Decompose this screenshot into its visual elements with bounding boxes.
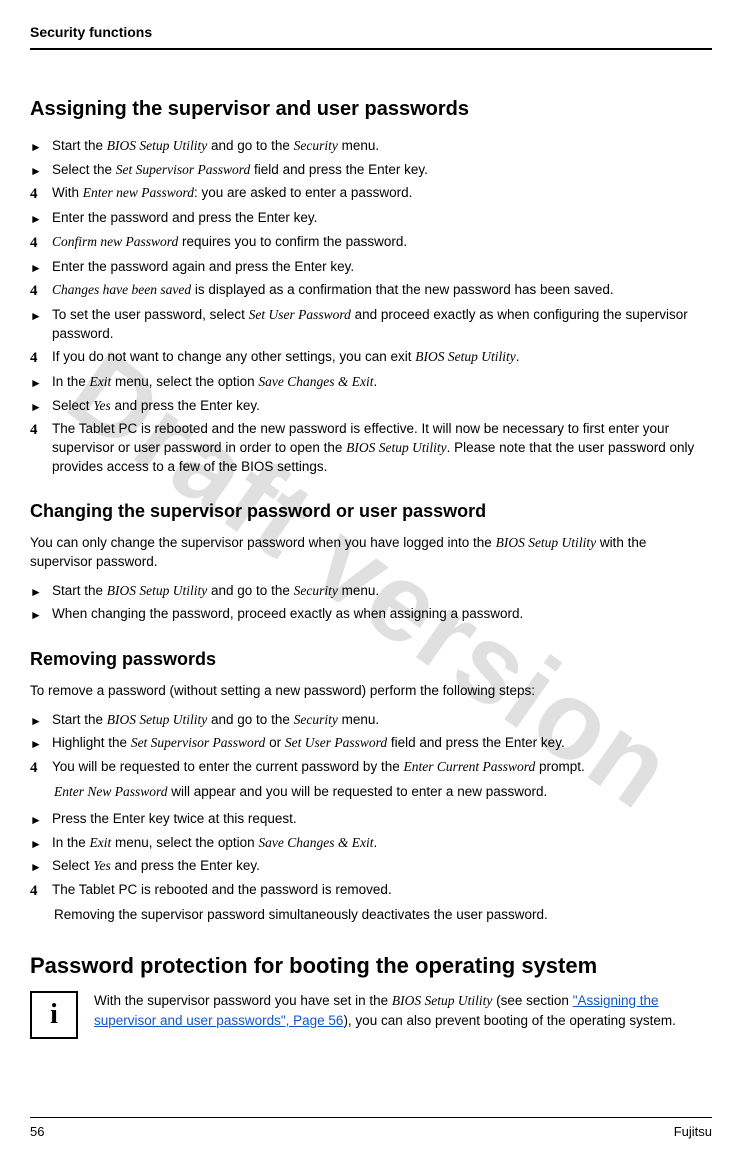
arrow-icon (30, 209, 52, 229)
page-footer: 56 Fujitsu (30, 1117, 712, 1139)
arrow-icon (30, 810, 52, 830)
result-icon (30, 184, 52, 205)
step-item: Start the BIOS Setup Utility and go to t… (30, 582, 712, 602)
page-number: 56 (30, 1124, 44, 1139)
step-text: Select the Set Supervisor Password field… (52, 161, 712, 180)
step-text: The Tablet PC is rebooted and the passwo… (52, 881, 712, 900)
info-box: i With the supervisor password you have … (30, 991, 712, 1039)
step-item: Changes have been saved is displayed as … (30, 281, 712, 302)
step-item: In the Exit menu, select the option Save… (30, 834, 712, 854)
step-item: If you do not want to change any other s… (30, 348, 712, 369)
result-icon (30, 233, 52, 254)
arrow-icon (30, 734, 52, 754)
result-icon (30, 281, 52, 302)
step-text: Select Yes and press the Enter key. (52, 397, 712, 416)
heading-boot-protection: Password protection for booting the oper… (30, 953, 712, 979)
steps-changing: Start the BIOS Setup Utility and go to t… (30, 582, 712, 625)
info-text: With the supervisor password you have se… (94, 991, 712, 1032)
arrow-icon (30, 373, 52, 393)
step-text: The Tablet PC is rebooted and the new pa… (52, 420, 712, 477)
step-item: To set the user password, select Set Use… (30, 306, 712, 344)
step-item: The Tablet PC is rebooted and the new pa… (30, 420, 712, 477)
arrow-icon (30, 605, 52, 625)
step-text: Highlight the Set Supervisor Password or… (52, 734, 712, 753)
heading-changing: Changing the supervisor password or user… (30, 501, 712, 522)
step-text: With Enter new Password: you are asked t… (52, 184, 712, 203)
result-icon (30, 420, 52, 441)
step-text: In the Exit menu, select the option Save… (52, 373, 712, 392)
step-item: Select Yes and press the Enter key. (30, 397, 712, 417)
intro-removing: To remove a password (without setting a … (30, 682, 712, 701)
step-text: When changing the password, proceed exac… (52, 605, 712, 624)
step-item: You will be requested to enter the curre… (30, 758, 712, 779)
step-text: Enter the password and press the Enter k… (52, 209, 712, 228)
step-text: To set the user password, select Set Use… (52, 306, 712, 344)
step-item: Press the Enter key twice at this reques… (30, 810, 712, 830)
arrow-icon (30, 137, 52, 157)
arrow-icon (30, 834, 52, 854)
step-item: Confirm new Password requires you to con… (30, 233, 712, 254)
step-item: Select Yes and press the Enter key. (30, 857, 712, 877)
step-text: In the Exit menu, select the option Save… (52, 834, 712, 853)
step-text: Start the BIOS Setup Utility and go to t… (52, 137, 712, 156)
page-header: Security functions (30, 24, 712, 50)
step-item: When changing the password, proceed exac… (30, 605, 712, 625)
steps-assigning: Start the BIOS Setup Utility and go to t… (30, 137, 712, 477)
step-item: The Tablet PC is rebooted and the passwo… (30, 881, 712, 902)
arrow-icon (30, 857, 52, 877)
step-item: Enter the password and press the Enter k… (30, 209, 712, 229)
step-text: Enter the password again and press the E… (52, 258, 712, 277)
heading-assigning: Assigning the supervisor and user passwo… (30, 98, 712, 121)
step-item: With Enter new Password: you are asked t… (30, 184, 712, 205)
arrow-icon (30, 258, 52, 278)
brand-name: Fujitsu (674, 1124, 712, 1139)
step-item: In the Exit menu, select the option Save… (30, 373, 712, 393)
step-text: Press the Enter key twice at this reques… (52, 810, 712, 829)
arrow-icon (30, 161, 52, 181)
step-item: Start the BIOS Setup Utility and go to t… (30, 711, 712, 731)
info-icon: i (30, 991, 78, 1039)
step-text: If you do not want to change any other s… (52, 348, 712, 367)
step-text: Confirm new Password requires you to con… (52, 233, 712, 252)
step-text: Start the BIOS Setup Utility and go to t… (52, 711, 712, 730)
arrow-icon (30, 306, 52, 326)
step-note: Enter New Password will appear and you w… (54, 783, 712, 802)
arrow-icon (30, 582, 52, 602)
step-item: Select the Set Supervisor Password field… (30, 161, 712, 181)
step-item: Highlight the Set Supervisor Password or… (30, 734, 712, 754)
heading-removing: Removing passwords (30, 649, 712, 670)
result-icon (30, 348, 52, 369)
result-icon (30, 881, 52, 902)
step-text: Select Yes and press the Enter key. (52, 857, 712, 876)
intro-changing: You can only change the supervisor passw… (30, 534, 712, 572)
step-item: Start the BIOS Setup Utility and go to t… (30, 137, 712, 157)
step-text: Changes have been saved is displayed as … (52, 281, 712, 300)
arrow-icon (30, 711, 52, 731)
arrow-icon (30, 397, 52, 417)
result-icon (30, 758, 52, 779)
step-text: You will be requested to enter the curre… (52, 758, 712, 777)
step-text: Start the BIOS Setup Utility and go to t… (52, 582, 712, 601)
step-note: Removing the supervisor password simulta… (54, 906, 712, 925)
step-item: Enter the password again and press the E… (30, 258, 712, 278)
steps-removing: Start the BIOS Setup Utility and go to t… (30, 711, 712, 925)
